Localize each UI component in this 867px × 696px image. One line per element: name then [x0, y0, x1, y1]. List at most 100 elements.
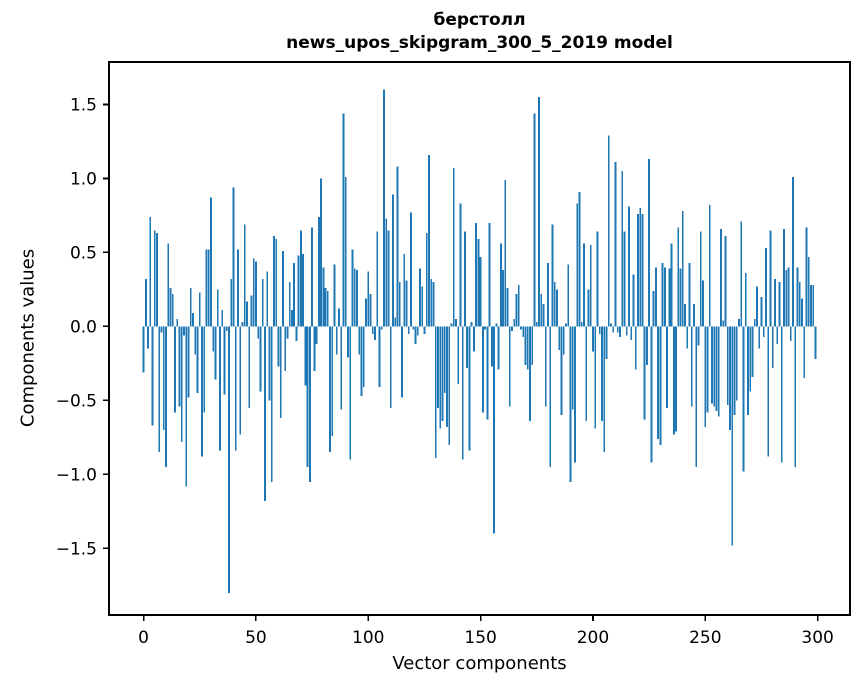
- bar: [282, 250, 284, 327]
- bar: [495, 323, 498, 327]
- bar: [502, 270, 504, 327]
- bar: [421, 286, 424, 327]
- bar: [486, 326, 489, 420]
- bar: [569, 326, 572, 482]
- bar: [567, 264, 570, 327]
- bar: [288, 282, 291, 327]
- bar: [697, 326, 700, 346]
- bar: [504, 179, 507, 327]
- y-tick-label: 0.0: [70, 317, 97, 337]
- bar: [780, 326, 783, 463]
- bar: [268, 326, 271, 401]
- bar: [526, 326, 529, 370]
- bar: [571, 326, 574, 410]
- bar: [324, 287, 327, 327]
- bar: [810, 285, 812, 327]
- bar: [744, 273, 747, 327]
- bar: [198, 292, 201, 327]
- bar: [207, 249, 210, 327]
- bar: [455, 319, 457, 327]
- bar: [472, 326, 475, 352]
- bar: [457, 326, 460, 385]
- bar: [690, 326, 693, 407]
- bar: [515, 293, 518, 327]
- bar: [439, 326, 442, 429]
- bar: [277, 326, 280, 367]
- bar: [353, 268, 356, 327]
- bar: [383, 89, 385, 327]
- bar: [176, 319, 179, 327]
- bar: [243, 224, 246, 327]
- bar: [461, 326, 464, 460]
- bar: [331, 326, 334, 436]
- y-tick-label: 1.0: [70, 169, 97, 189]
- bar: [695, 326, 698, 468]
- bar: [160, 326, 163, 333]
- bar: [464, 231, 466, 327]
- bar: [293, 262, 296, 327]
- bar: [645, 326, 648, 365]
- bar: [619, 326, 621, 337]
- bar: [315, 326, 318, 345]
- bar: [803, 326, 806, 379]
- bar: [614, 162, 617, 327]
- bar: [297, 255, 300, 327]
- x-tick-label: 150: [464, 628, 496, 648]
- bar: [605, 326, 608, 359]
- bar: [450, 323, 453, 327]
- bar: [180, 326, 183, 442]
- bar: [789, 326, 792, 342]
- bar: [290, 310, 293, 327]
- bar: [713, 326, 716, 407]
- bar: [351, 249, 354, 327]
- bar: [659, 326, 662, 445]
- bar: [261, 279, 264, 327]
- bar: [522, 326, 525, 337]
- bar: [576, 203, 579, 327]
- bar: [255, 261, 257, 327]
- bar: [596, 231, 599, 327]
- bar: [625, 326, 628, 336]
- bar: [560, 326, 563, 416]
- bar: [686, 326, 689, 349]
- bar: [322, 267, 325, 327]
- bar: [304, 326, 307, 386]
- bar: [814, 326, 817, 359]
- bar: [374, 326, 376, 340]
- bar: [715, 326, 718, 411]
- bar: [783, 228, 785, 327]
- bar: [551, 224, 554, 327]
- bar: [699, 231, 702, 327]
- bar: [230, 279, 233, 327]
- bar: [344, 176, 347, 327]
- bar: [508, 326, 511, 407]
- bar: [585, 326, 588, 422]
- bar: [578, 191, 581, 327]
- bar: [574, 326, 576, 463]
- bar: [396, 166, 399, 327]
- bar: [639, 208, 642, 327]
- bar: [670, 243, 673, 327]
- bar: [448, 326, 451, 445]
- bar: [490, 326, 493, 367]
- bar: [589, 245, 592, 327]
- bar: [650, 326, 653, 463]
- bar: [477, 239, 480, 327]
- bar: [246, 301, 248, 327]
- bar: [205, 249, 208, 327]
- bar: [679, 268, 682, 327]
- bar: [214, 326, 217, 380]
- x-tick-label: 200: [577, 628, 609, 648]
- bar: [657, 326, 660, 439]
- bar: [805, 227, 808, 327]
- bar: [250, 295, 253, 327]
- bar: [735, 326, 738, 401]
- bar: [794, 326, 797, 468]
- bar: [497, 326, 500, 370]
- bar: [387, 230, 390, 327]
- bar: [722, 320, 725, 327]
- bar: [187, 326, 190, 398]
- bar: [511, 326, 513, 331]
- bar: [796, 267, 799, 327]
- bar: [688, 262, 691, 327]
